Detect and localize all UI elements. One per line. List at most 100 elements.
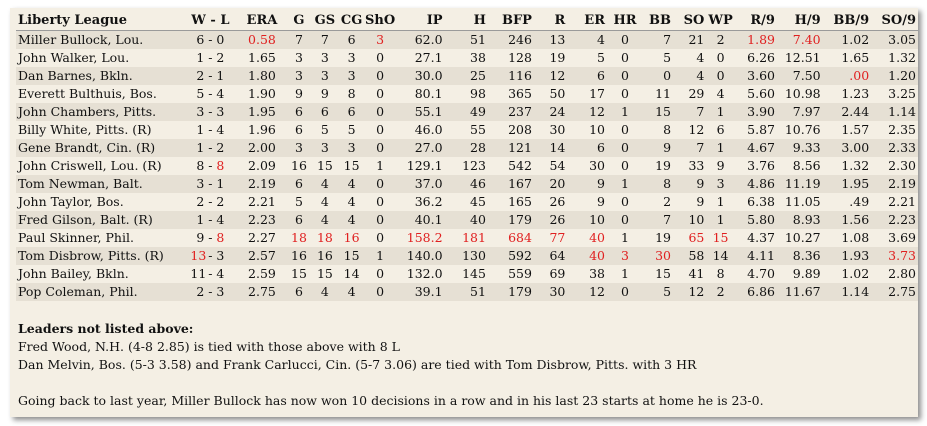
cell-er: 12 [589, 284, 605, 299]
cell-h: 49 [470, 104, 486, 119]
cell-r: 20 [549, 176, 566, 191]
cell-h9: 8.93 [792, 212, 821, 227]
cell-so: 58 [688, 248, 705, 263]
note-line: Fred Wood, N.H. (4-8 2.85) is tied with … [18, 339, 400, 354]
col-header-sho: ShO [365, 13, 396, 28]
cell-r: 13 [549, 32, 566, 47]
cell-ip: 27.1 [414, 50, 443, 65]
cell-g: 15 [291, 266, 307, 281]
cell-so9: 2.21 [888, 194, 916, 209]
cell-ip: 39.1 [414, 284, 443, 299]
cell-ip: 80.1 [414, 86, 443, 101]
table-body: Miller Bullock, Lou. 6-0 0.58 7 7 6 3 62.0 51 246… [16, 30, 918, 301]
cell-wl: 11-4 [183, 265, 237, 283]
table-row: John Bailey, Bkln. 11-4 2.59 15 15 14 0 132.0 14… [16, 265, 918, 283]
col-header-bfp: BFP [501, 13, 532, 28]
cell-gs: 4 [320, 176, 329, 191]
cell-ip: 27.0 [414, 140, 443, 155]
cell-h: 98 [470, 86, 486, 101]
cell-pitcher-name: Miller Bullock, Lou. [18, 32, 144, 47]
cell-r9: 4.11 [747, 248, 775, 263]
cell-gs: 3 [320, 68, 329, 83]
cell-bb9: 1.08 [841, 230, 870, 245]
cell-bb9: 1.02 [841, 266, 870, 281]
col-header-so: SO [683, 13, 705, 28]
cell-bb9: 1.14 [841, 284, 870, 299]
cell-er: 6 [597, 68, 605, 83]
cell-r9: 5.60 [747, 86, 775, 101]
cell-h9: 12.51 [784, 50, 821, 65]
cell-pitcher-name: Everett Bulthuis, Bos. [18, 86, 157, 101]
note-line: Dan Melvin, Bos. (5-3 3.58) and Frank Ca… [18, 357, 697, 372]
table-row: John Chambers, Pitts. 3-3 1.95 6 6 6 0 55.1 49 23… [16, 103, 918, 121]
wl-separator: - [208, 248, 213, 263]
col-header-hr: HR [613, 13, 637, 28]
cell-gs: 7 [320, 32, 329, 47]
col-header-wl: W - L [191, 13, 230, 28]
cell-er: 30 [589, 158, 605, 173]
cell-ip: 40.1 [414, 212, 443, 227]
cell-hr: 0 [621, 212, 629, 227]
cell-g: 6 [295, 176, 303, 191]
cell-hr: 0 [621, 284, 629, 299]
table-row: John Walker, Lou. 1-2 1.65 3 3 3 0 27.1 38 128 19 5… [16, 49, 918, 67]
cell-bb9: 1.65 [841, 50, 870, 65]
cell-bfp: 116 [508, 68, 532, 83]
cell-era: 2.00 [248, 140, 276, 155]
table-row: Gene Brandt, Cin. (R) 1-2 2.00 3 3 3 0 27.0 28 12… [16, 139, 918, 157]
cell-er: 5 [597, 50, 605, 65]
cell-sho: 0 [376, 194, 385, 209]
cell-bfp: 128 [508, 50, 532, 65]
cell-wins: 8 [196, 158, 205, 173]
wl-separator: - [208, 86, 213, 101]
cell-cg: 3 [347, 50, 356, 65]
cell-hr: 0 [621, 140, 629, 155]
col-header-er: ER [584, 13, 605, 28]
cell-ip: 46.0 [414, 122, 443, 137]
cell-wp: 0 [716, 50, 725, 65]
cell-sho: 0 [376, 122, 385, 137]
cell-bb: 8 [663, 122, 672, 137]
cell-losses: 2 [216, 50, 225, 65]
cell-so9: 2.33 [888, 140, 916, 155]
cell-h9: 10.76 [784, 122, 821, 137]
cell-wl: 1-4 [183, 121, 237, 139]
cell-wins: 9 [196, 230, 205, 245]
cell-h: 145 [462, 266, 486, 281]
cell-er: 12 [589, 104, 605, 119]
cell-wl: 6-0 [183, 31, 237, 50]
cell-pitcher-name: Paul Skinner, Phil. [18, 230, 134, 245]
cell-so9: 3.69 [888, 230, 916, 245]
cell-hr: 3 [621, 248, 629, 263]
cell-losses: 2 [216, 194, 225, 209]
cell-wl: 1-2 [183, 139, 237, 157]
cell-r9: 4.37 [747, 230, 775, 245]
cell-g: 3 [295, 140, 303, 155]
cell-h9: 11.67 [784, 284, 821, 299]
cell-sho: 3 [376, 32, 385, 47]
cell-bb: 2 [663, 194, 672, 209]
cell-losses: 3 [216, 248, 225, 263]
cell-h: 28 [470, 140, 486, 155]
cell-sho: 1 [376, 248, 385, 263]
cell-g: 6 [295, 104, 303, 119]
cell-wp: 6 [716, 122, 725, 137]
cell-era: 0.58 [248, 32, 276, 47]
table-row: Fred Gilson, Balt. (R) 1-4 2.23 6 4 4 0 40.1 40 1… [16, 211, 918, 229]
cell-losses: 8 [216, 158, 225, 173]
cell-r9: 5.80 [747, 212, 775, 227]
cell-wins: 2 [196, 68, 205, 83]
cell-so9: 2.30 [888, 158, 916, 173]
pitching-leaders-table: Liberty League W - L ERA G GS CG ShO IP … [16, 12, 918, 301]
cell-er: 9 [597, 176, 605, 191]
cell-hr: 0 [621, 122, 629, 137]
cell-cg: 6 [347, 32, 356, 47]
cell-gs: 18 [316, 230, 333, 245]
cell-h: 38 [470, 50, 486, 65]
cell-hr: 0 [621, 86, 629, 101]
cell-bb9: 1.57 [841, 122, 870, 137]
cell-bb9: 2.44 [841, 104, 870, 119]
cell-pitcher-name: Tom Newman, Balt. [18, 176, 143, 191]
cell-wl: 8-8 [183, 157, 237, 175]
cell-so9: 1.20 [888, 68, 916, 83]
